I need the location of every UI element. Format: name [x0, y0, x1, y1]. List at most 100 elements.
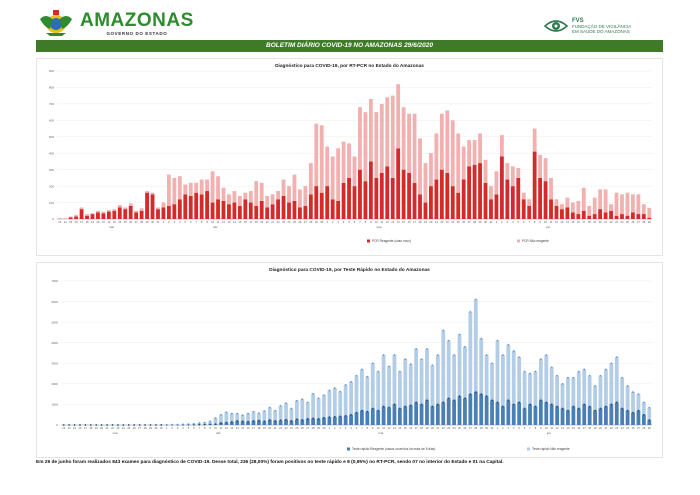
pcr-bar-positive: [467, 166, 472, 219]
rapid-bar-negative: [300, 399, 305, 420]
pcr-bar-positive: [560, 209, 564, 219]
rapid-point-negative: [198, 422, 201, 424]
rapid-x-tick-label: 29: [149, 426, 152, 430]
rapid-point-negative: [599, 374, 602, 377]
rapid-x-tick-label: 1: [329, 426, 331, 430]
rapid-x-tick-label: 13: [62, 426, 65, 430]
pcr-bar-positive: [123, 209, 128, 219]
brand-subtitle: GOVERNO DO ESTADO: [106, 30, 168, 36]
bulletin-banner: BOLETIM DIÁRIO COVID-19 NO AMAZONAS 29/6…: [36, 40, 663, 52]
rapid-bar-negative: [354, 375, 359, 413]
pcr-bar-negative: [270, 194, 275, 205]
pcr-bar-negative: [636, 194, 641, 215]
pcr-bar-negative: [287, 186, 291, 203]
pcr-bar-positive: [407, 172, 411, 219]
rapid-bar-negative: [273, 410, 278, 421]
rapid-x-tick-label: 14: [236, 426, 239, 430]
pcr-x-tick-label: 6: [354, 220, 356, 224]
rapid-point-positive: [306, 417, 309, 420]
pcr-bar-positive: [549, 199, 553, 219]
rapid-x-tick-label: 6: [524, 426, 526, 430]
rapid-bar-positive: [338, 416, 343, 425]
rapid-x-tick-label: 25: [626, 426, 629, 430]
rapid-bar-negative: [500, 355, 505, 407]
rapid-point-positive: [355, 411, 358, 414]
rapid-bar-negative: [435, 355, 440, 405]
rapid-point-negative: [382, 354, 385, 356]
pcr-bar-negative: [199, 179, 204, 195]
pcr-bar-positive: [603, 212, 608, 219]
pcr-x-tick-label: 20: [429, 220, 432, 224]
pcr-bar-negative: [237, 195, 242, 206]
rapid-point-negative: [312, 392, 315, 395]
pcr-bar-positive: [347, 177, 351, 219]
pcr-x-tick-label: 8: [534, 220, 536, 224]
pcr-bar-negative: [85, 214, 89, 216]
rapid-x-tick-label: 13: [393, 426, 396, 430]
rapid-x-tick-label: 30: [485, 426, 488, 430]
rapid-point-positive: [426, 399, 428, 402]
rapid-point-positive: [398, 407, 401, 410]
pcr-bar-negative: [592, 197, 597, 215]
rapid-bar-negative: [322, 395, 326, 418]
rapid-x-tick-label: 5: [350, 426, 352, 430]
rapid-point-negative: [588, 374, 591, 377]
pcr-bar-positive: [483, 182, 488, 219]
rapid-point-positive: [230, 421, 233, 423]
rapid-bar-negative: [430, 365, 435, 407]
rapid-point-negative: [225, 411, 228, 414]
rapid-bar-negative: [229, 413, 234, 422]
pcr-month-label: jun: [545, 225, 550, 229]
pcr-y-tick-label: 300: [49, 168, 54, 172]
rapid-point-positive: [485, 395, 488, 398]
page-header: AMAZONAS GOVERNO DO ESTADO FVS FUNDAÇÃO …: [0, 0, 700, 40]
pcr-x-tick-label: 19: [91, 220, 94, 224]
rapid-point-positive: [583, 403, 586, 406]
rapid-point-positive: [588, 405, 591, 408]
rapid-point-positive: [333, 415, 336, 418]
rapid-point-negative: [176, 423, 179, 426]
rapid-bar-negative: [625, 385, 630, 411]
pcr-bar-negative: [467, 140, 472, 167]
pcr-bar-positive: [330, 199, 335, 219]
pcr-x-tick-label: 6: [190, 220, 192, 224]
pcr-x-tick-label: 25: [124, 220, 127, 224]
rapid-bar-negative: [609, 363, 614, 405]
pcr-bar-positive: [112, 210, 117, 219]
rapid-bar-negative: [522, 371, 527, 409]
rapid-point-positive: [263, 420, 266, 423]
pcr-x-tick-label: 7: [359, 220, 361, 224]
rapid-point-positive: [214, 423, 217, 426]
pcr-bar-negative: [461, 146, 466, 180]
rapid-x-tick-label: 11: [382, 426, 385, 430]
rapid-x-tick-label: 16: [79, 426, 82, 430]
pcr-x-tick-label: 12: [386, 220, 389, 224]
pcr-x-tick-label: 11: [380, 220, 383, 224]
pcr-bar-negative: [188, 182, 193, 196]
pcr-bar-positive: [287, 202, 291, 219]
pcr-bar-positive: [423, 202, 428, 219]
rapid-point-positive: [268, 418, 271, 421]
pcr-bar-negative: [210, 171, 215, 203]
rapid-point-positive: [550, 403, 553, 406]
pcr-x-tick-label: 16: [408, 220, 411, 224]
pcr-x-tick-label: 17: [249, 220, 252, 224]
pcr-bar-positive: [188, 195, 193, 219]
rapid-bar-negative: [604, 369, 608, 407]
pcr-bar-negative: [570, 202, 575, 213]
pcr-bar-negative: [341, 141, 346, 183]
rapid-point-negative: [209, 420, 212, 423]
pcr-bar-negative: [150, 192, 155, 195]
rapid-point-positive: [209, 423, 212, 426]
rapid-x-tick-label: 10: [214, 426, 217, 430]
pcr-x-tick-label: 5: [185, 220, 187, 224]
pcr-bar-positive: [434, 179, 439, 219]
rapid-point-positive: [154, 424, 157, 426]
pcr-bar-negative: [494, 171, 499, 195]
rapid-point-positive: [577, 407, 580, 410]
pcr-bar-positive: [292, 200, 297, 219]
rapid-bar-positive: [251, 420, 256, 425]
rapid-x-tick-label: 20: [431, 426, 434, 430]
rapid-point-negative: [252, 410, 255, 413]
rapid-point-positive: [626, 409, 629, 412]
